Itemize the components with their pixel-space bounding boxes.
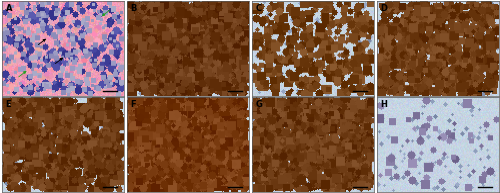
Text: B: B [130,4,137,13]
Text: G: G [256,100,262,109]
Text: D: D [380,4,388,13]
Text: F: F [130,100,136,109]
Text: A: A [6,4,12,13]
Text: E: E [6,100,12,109]
Text: C: C [256,4,262,13]
Text: H: H [380,100,388,109]
